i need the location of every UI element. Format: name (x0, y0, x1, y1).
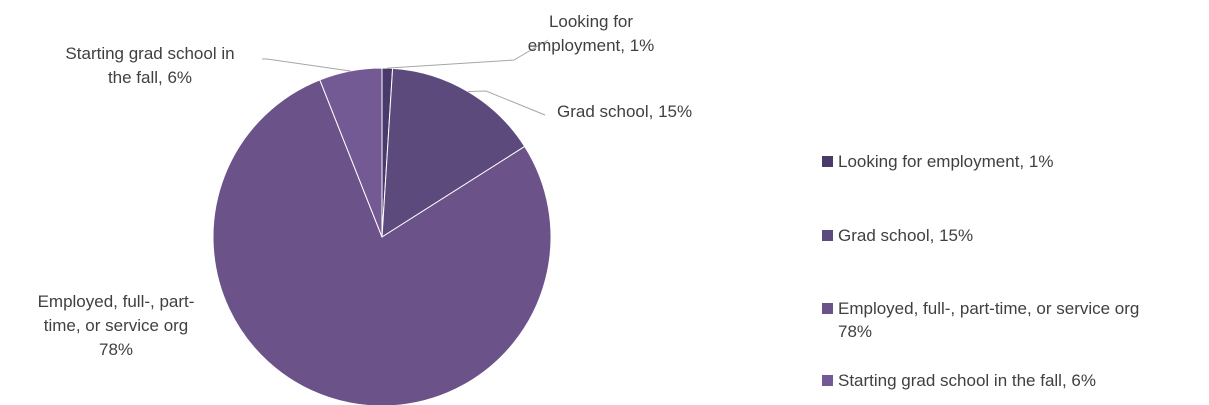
legend-swatch (822, 156, 833, 167)
legend-item-starting-grad-school-fall: Starting grad school in the fall, 6% (822, 369, 1096, 392)
legend-item-grad-school: Grad school, 15% (822, 224, 973, 247)
legend-swatch (822, 230, 833, 241)
legend-label: Grad school, 15% (838, 226, 974, 245)
legend-swatch (822, 375, 833, 386)
leader-line-starting-grad-school-fall (262, 58, 351, 72)
legend-item-looking-for-employment: Looking for employment, 1% (822, 150, 1053, 173)
data-label-looking-for-employment: Looking for employment, 1% (528, 12, 655, 55)
legend-swatch (822, 303, 833, 314)
pie-slice-grad-school (381, 67, 526, 238)
legend-label: Starting grad school in the fall, 6% (838, 371, 1096, 390)
leader-line-grad-school (467, 90, 546, 116)
legend-label: Employed, full-, part-time, or service o… (838, 299, 1140, 341)
legend-label: Looking for employment, 1% (838, 152, 1054, 171)
legend-item-employed: Employed, full-, part-time, or service o… (822, 297, 1182, 343)
leader-line-looking-for-employment (387, 39, 549, 69)
pie-slice-employed (212, 79, 552, 405)
data-label-employed: Employed, full-, part-time, or service o… (38, 292, 195, 359)
data-label-starting-grad-school-fall: Starting grad school in the fall, 6% (65, 44, 234, 87)
pie-slice-starting-grad-school-fall (319, 67, 383, 238)
data-label-grad-school: Grad school, 15% (557, 102, 692, 121)
